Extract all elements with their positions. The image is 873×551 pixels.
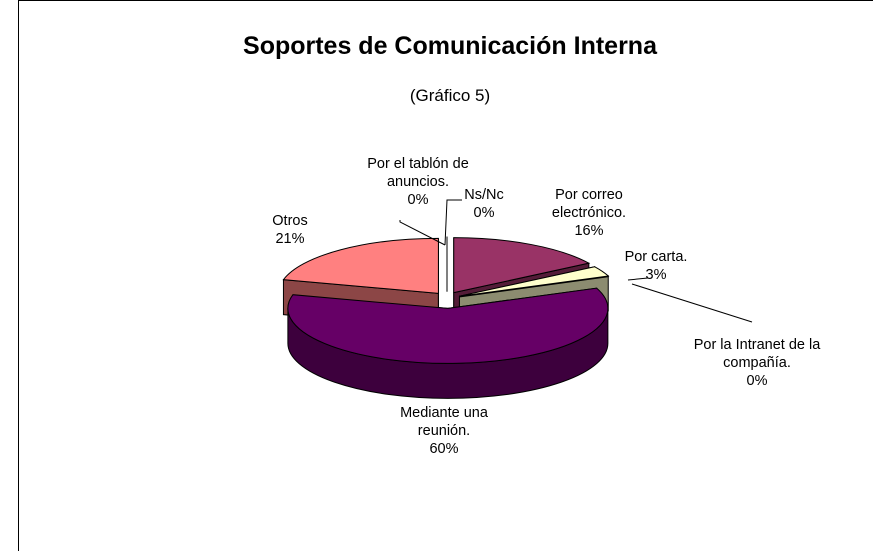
slice: [282, 237, 439, 294]
category-label: Por carta.: [624, 249, 688, 265]
chart-subtitle: (Gráfico 5): [409, 86, 491, 105]
slice-label: Otros 21%: [260, 212, 320, 248]
category-label: Por correo electrónico.: [551, 187, 627, 221]
slice: [459, 266, 610, 297]
slice-label: Por la Intranet de la compañía. 0%: [667, 336, 847, 390]
value-label: 0%: [473, 205, 495, 221]
category-label: Ns/Nc: [464, 187, 504, 203]
value-label: 21%: [275, 231, 305, 247]
slice: [287, 287, 609, 364]
chart-title: Soportes de Comunicación Interna: [243, 32, 657, 60]
category-label: Por el tablón de anuncios.: [367, 156, 469, 190]
slice-label: Ns/Nc 0%: [454, 186, 514, 222]
value-label: 3%: [645, 267, 667, 283]
value-label: 16%: [574, 223, 604, 239]
slice: [459, 276, 609, 298]
category-label: Otros: [272, 213, 308, 229]
slices: [282, 236, 610, 364]
value-label: 0%: [407, 192, 429, 208]
slice-label: Por el tablón de anuncios. 0%: [348, 155, 488, 209]
category-label: Por la Intranet de la compañía.: [693, 337, 821, 371]
value-label: 0%: [746, 373, 768, 389]
slice-label: Mediante una reunión. 60%: [384, 404, 504, 458]
leader-line: [627, 277, 649, 281]
slice: [453, 237, 591, 294]
leader-line: [631, 283, 753, 323]
slice-label: Por carta. 3%: [616, 248, 696, 284]
slice-label: Por correo electrónico. 16%: [539, 186, 639, 240]
leader-line: [399, 220, 446, 246]
leader-line: [444, 199, 462, 246]
category-label: Mediante una reunión.: [400, 405, 488, 439]
value-label: 60%: [429, 441, 459, 457]
chart-border: [18, 0, 873, 551]
